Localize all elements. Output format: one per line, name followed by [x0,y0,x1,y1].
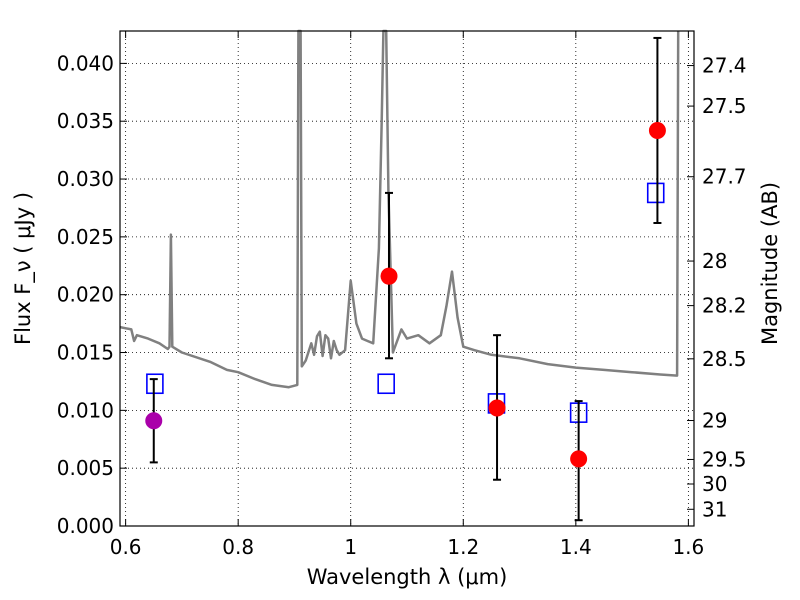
x-tick-label: 1.6 [672,535,704,559]
x-tick-label: 0.8 [222,535,254,559]
y-axis-label: Flux F_ν ( μJy ) [11,192,36,345]
x-tick-label: 1.2 [447,535,479,559]
observed-flux-point [648,121,666,139]
y-tick-label: 0.015 [57,341,114,365]
model-band-square [146,373,164,395]
mag-tick-label: 28.5 [702,347,747,371]
mag-tick-label: 29 [702,409,727,433]
y2-axis-label: Magnitude (AB) [758,182,782,345]
grid [120,31,694,527]
y-tick-label: 0.010 [57,398,114,422]
mag-tick-label: 27.5 [702,94,747,118]
x-tick-label: 1.4 [560,535,592,559]
observed-flux-point [145,412,163,430]
y-tick-label: 0.000 [57,514,114,538]
model-spectrum [119,29,680,389]
mag-tick-label: 28 [702,249,727,273]
observed-flux-point [488,399,506,417]
x-axis-label: Wavelength λ (μm) [307,565,508,589]
mag-tick-label: 28.2 [702,294,747,318]
mag-tick-label: 31 [702,497,727,521]
model-band-square [646,182,665,204]
observed-flux-point [380,267,398,285]
observed-flux-point [570,450,588,468]
mag-tick-label: 27.4 [702,54,747,78]
y-tick-label: 0.025 [57,225,114,249]
model-band-square [377,373,395,395]
spectrum-line [119,29,680,389]
mag-tick-label: 27.7 [702,165,747,189]
y-tick-label: 0.035 [57,109,114,133]
y-tick-label: 0.020 [57,283,114,307]
photometry-points [145,36,666,522]
x-tick-label: 1 [344,535,357,559]
mag-tick-label: 29.5 [702,447,747,471]
axis-ticks: 0.6 0.8 1 1.2 1.4 1.6 0.000 0.005 0.010 0.015 0.02… [57,31,747,559]
mag-tick-label: 30 [702,472,727,496]
y-tick-label: 0.005 [57,456,114,480]
y-tick-label: 0.030 [57,167,114,191]
plot-frame [119,30,695,527]
x-tick-label: 0.6 [110,535,142,559]
y-tick-label: 0.040 [57,51,114,75]
